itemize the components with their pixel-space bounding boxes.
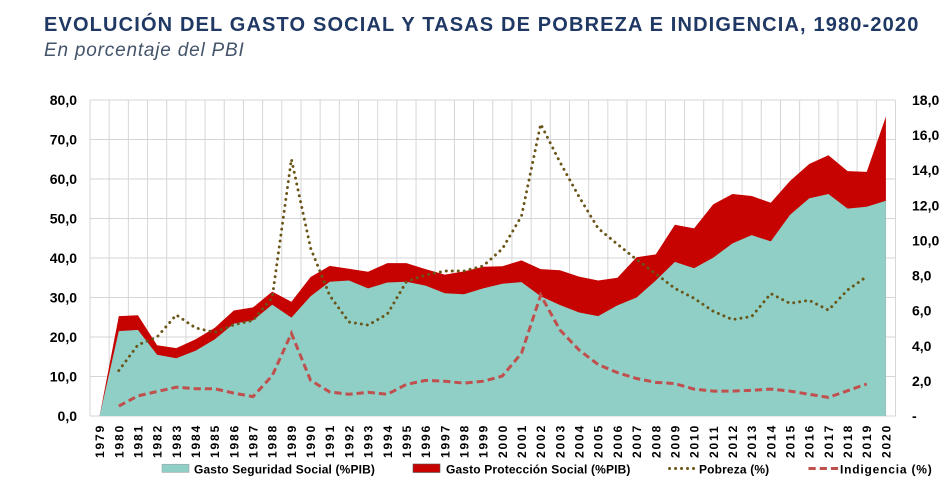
svg-text:70,0: 70,0 xyxy=(50,132,77,148)
svg-text:60,0: 60,0 xyxy=(50,171,77,187)
svg-text:2002: 2002 xyxy=(534,424,548,458)
svg-text:2003: 2003 xyxy=(553,424,567,458)
svg-text:1992: 1992 xyxy=(342,424,356,458)
svg-text:1996: 1996 xyxy=(419,424,433,458)
svg-text:2020: 2020 xyxy=(879,424,893,458)
svg-text:1991: 1991 xyxy=(323,424,337,458)
svg-text:1979: 1979 xyxy=(93,424,107,458)
svg-text:2008: 2008 xyxy=(649,424,663,458)
svg-text:1988: 1988 xyxy=(266,424,280,458)
svg-text:1994: 1994 xyxy=(381,424,395,458)
svg-text:1998: 1998 xyxy=(458,424,472,458)
svg-text:1987: 1987 xyxy=(247,424,261,458)
svg-text:1981: 1981 xyxy=(131,424,145,458)
svg-text:2001: 2001 xyxy=(515,424,529,458)
svg-text:1989: 1989 xyxy=(285,424,299,458)
svg-text:2009: 2009 xyxy=(668,424,682,458)
svg-text:1986: 1986 xyxy=(227,424,241,458)
svg-text:Gasto Protección Social (%PIB): Gasto Protección Social (%PIB) xyxy=(446,463,631,477)
svg-text:2,0: 2,0 xyxy=(912,373,932,389)
svg-text:2011: 2011 xyxy=(707,425,721,458)
svg-text:50,0: 50,0 xyxy=(50,211,77,227)
svg-text:2014: 2014 xyxy=(764,424,778,458)
svg-text:20,0: 20,0 xyxy=(50,329,77,345)
svg-text:1993: 1993 xyxy=(362,424,376,458)
svg-text:6,0: 6,0 xyxy=(912,303,932,319)
svg-text:1997: 1997 xyxy=(438,424,452,458)
svg-text:40,0: 40,0 xyxy=(50,250,77,266)
svg-text:10,0: 10,0 xyxy=(912,232,939,248)
svg-text:2017: 2017 xyxy=(822,424,836,458)
svg-text:2004: 2004 xyxy=(573,424,587,458)
svg-text:2006: 2006 xyxy=(611,424,625,458)
svg-text:12,0: 12,0 xyxy=(912,197,939,213)
svg-text:2007: 2007 xyxy=(630,424,644,458)
svg-text:2005: 2005 xyxy=(592,424,606,458)
svg-text:1980: 1980 xyxy=(112,424,126,458)
svg-text:14,0: 14,0 xyxy=(912,162,939,178)
svg-text:1995: 1995 xyxy=(400,424,414,458)
svg-text:1984: 1984 xyxy=(189,424,203,458)
svg-text:1985: 1985 xyxy=(208,424,222,458)
svg-text:16,0: 16,0 xyxy=(912,127,939,143)
svg-text:2010: 2010 xyxy=(688,424,702,458)
svg-text:Pobreza (%): Pobreza (%) xyxy=(699,463,769,477)
svg-text:30,0: 30,0 xyxy=(50,290,77,306)
svg-text:2013: 2013 xyxy=(745,424,759,458)
svg-text:2000: 2000 xyxy=(496,424,510,458)
svg-text:8,0: 8,0 xyxy=(912,268,932,284)
svg-text:1982: 1982 xyxy=(151,424,165,458)
svg-text:Indigencia (%): Indigencia (%) xyxy=(840,463,933,477)
svg-text:80,0: 80,0 xyxy=(50,92,77,108)
svg-text:2012: 2012 xyxy=(726,424,740,458)
svg-text:1999: 1999 xyxy=(477,424,491,458)
svg-text:2015: 2015 xyxy=(784,424,798,458)
svg-text:Gasto Seguridad Social (%PIB): Gasto Seguridad Social (%PIB) xyxy=(194,463,375,477)
svg-text:1983: 1983 xyxy=(170,424,184,458)
svg-text:0,0: 0,0 xyxy=(58,408,78,424)
svg-text:18,0: 18,0 xyxy=(912,92,939,108)
svg-text:2018: 2018 xyxy=(841,424,855,458)
svg-text:-: - xyxy=(912,408,917,424)
svg-text:2016: 2016 xyxy=(803,424,817,458)
svg-text:2019: 2019 xyxy=(860,424,874,458)
svg-text:4,0: 4,0 xyxy=(912,338,932,354)
svg-text:1990: 1990 xyxy=(304,424,318,458)
svg-text:10,0: 10,0 xyxy=(50,369,77,385)
